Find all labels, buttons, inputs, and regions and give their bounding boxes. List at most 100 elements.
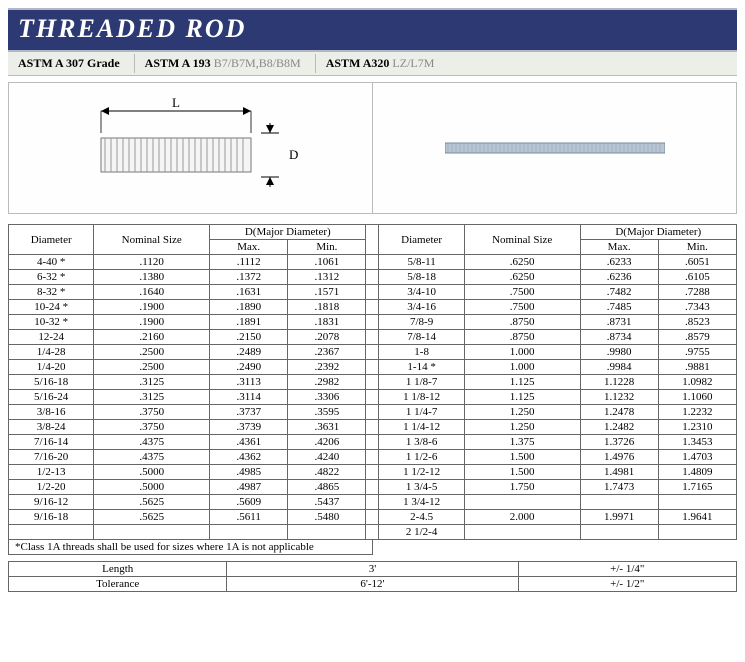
l-label: L [172,95,180,110]
table-cell: .4865 [288,480,366,495]
table-cell: .9755 [658,345,736,360]
table-cell: .5625 [94,510,210,525]
col-min-l: Min. [288,240,366,255]
table-cell: 1 3/8-6 [379,435,464,450]
table-cell: 1.250 [464,405,580,420]
col-max-r: Max. [580,240,658,255]
col-max-l: Max. [210,240,288,255]
table-cell: .1900 [94,300,210,315]
table-cell: 1.3726 [580,435,658,450]
table-cell: .4987 [210,480,288,495]
table-cell: .5000 [94,465,210,480]
table-cell: 7/8-9 [379,315,464,330]
table-cell: 1 1/8-7 [379,375,464,390]
table-cell: .3631 [288,420,366,435]
table-cell: .1372 [210,270,288,285]
table-cell: 1.000 [464,360,580,375]
table-cell: 1.7165 [658,480,736,495]
table-cell: 7/8-14 [379,330,464,345]
tol-cell: Length [9,562,227,577]
table-cell: 1-14 * [379,360,464,375]
table-cell: 1.2310 [658,420,736,435]
table-cell: 1.500 [464,465,580,480]
table-cell: .6105 [658,270,736,285]
table-cell: 1.2232 [658,405,736,420]
table-cell: 6-32 * [9,270,94,285]
col-nom-r: Nominal Size [464,225,580,255]
table-cell: .2392 [288,360,366,375]
table-cell: 5/8-18 [379,270,464,285]
table-cell: 9/16-18 [9,510,94,525]
standard-a193: ASTM A 193 B7/B7M,B8/B8M [135,54,316,73]
table-cell: 1 1/2-12 [379,465,464,480]
table-cell: .3750 [94,420,210,435]
table-cell: 7/16-20 [9,450,94,465]
table-cell: .2078 [288,330,366,345]
table-cell: .6250 [464,255,580,270]
table-cell [580,525,658,540]
table-cell: .5609 [210,495,288,510]
table-cell [210,525,288,540]
table-cell: 1.1060 [658,390,736,405]
table-cell: .4375 [94,450,210,465]
table-cell: 1/2-13 [9,465,94,480]
table-cell: .5611 [210,510,288,525]
table-cell: .9984 [580,360,658,375]
table-cell [288,525,366,540]
table-cell: .9881 [658,360,736,375]
table-cell: 1.4981 [580,465,658,480]
table-cell: .3113 [210,375,288,390]
table-cell: 1/4-20 [9,360,94,375]
table-cell: .4375 [94,435,210,450]
table-cell: .1380 [94,270,210,285]
table-cell: 1.375 [464,435,580,450]
table-cell: .1112 [210,255,288,270]
table-cell [464,495,580,510]
table-cell: 10-32 * [9,315,94,330]
table-cell: .3750 [94,405,210,420]
table-cell: .4362 [210,450,288,465]
table-cell: .6236 [580,270,658,285]
table-cell [9,525,94,540]
table-cell: 1.7473 [580,480,658,495]
col-nom-l: Nominal Size [94,225,210,255]
table-cell: .3737 [210,405,288,420]
table-cell: 3/4-10 [379,285,464,300]
table-cell: 1.4703 [658,450,736,465]
tol-cell: +/- 1/4" [518,562,736,577]
table-cell: 1 1/4-7 [379,405,464,420]
table-cell: .7288 [658,285,736,300]
table-cell: .1571 [288,285,366,300]
table-cell: 1.1228 [580,375,658,390]
table-cell: .2150 [210,330,288,345]
table-cell: .7485 [580,300,658,315]
table-cell: 7/16-14 [9,435,94,450]
table-cell: .5625 [94,495,210,510]
table-cell: 1.750 [464,480,580,495]
table-cell: 1 1/8-12 [379,390,464,405]
table-cell: .6233 [580,255,658,270]
table-cell: .9980 [580,345,658,360]
table-cell: 2.000 [464,510,580,525]
table-cell: 1/4-28 [9,345,94,360]
table-cell: .6250 [464,270,580,285]
col-dia-l: Diameter [9,225,94,255]
table-cell: 1.125 [464,390,580,405]
diagram-row: L [8,82,737,214]
tolerance-table: Length3'+/- 1/4"Tolerance6'-12'+/- 1/2" [8,561,737,592]
table-cell: 1.0982 [658,375,736,390]
table-cell: .6051 [658,255,736,270]
table-cell: .3306 [288,390,366,405]
table-cell: 1.500 [464,450,580,465]
table-cell: .1061 [288,255,366,270]
table-cell: .4361 [210,435,288,450]
table-cell: .2500 [94,360,210,375]
table-cell: 10-24 * [9,300,94,315]
table-cell: 1 1/2-6 [379,450,464,465]
table-cell: .1120 [94,255,210,270]
standards-bar: ASTM A 307 Grade ASTM A 193 B7/B7M,B8/B8… [8,52,737,76]
table-cell [580,495,658,510]
table-cell: 2 1/2-4 [379,525,464,540]
table-cell: .1890 [210,300,288,315]
standard-a307: ASTM A 307 Grade [8,54,135,73]
